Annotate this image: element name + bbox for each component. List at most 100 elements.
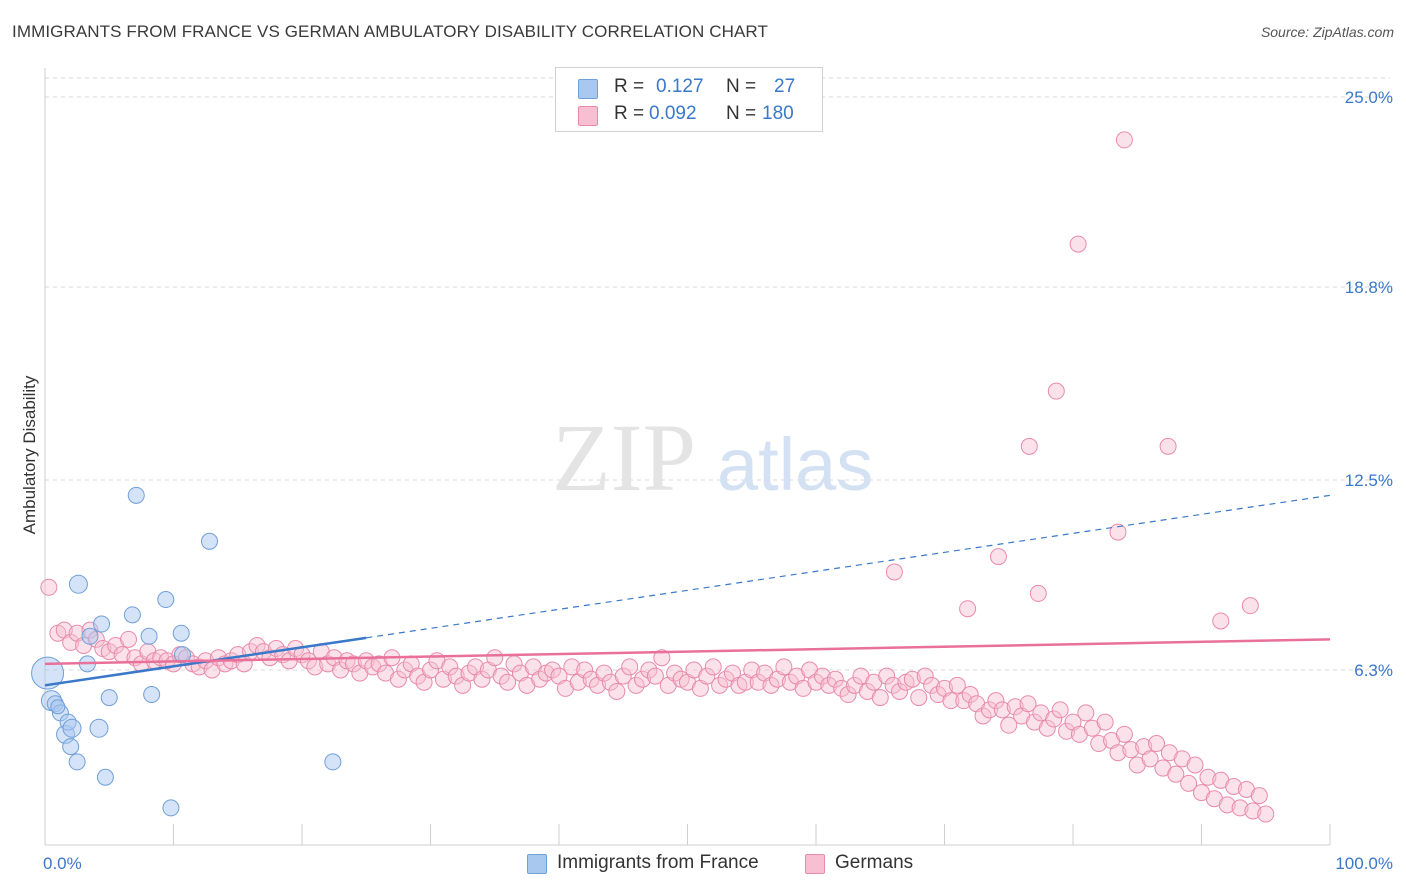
n-label: N = [726,76,757,97]
germans-point [1029,584,1047,602]
r-label: R = [614,76,645,97]
germans-point [447,667,465,685]
germans-point [486,649,504,667]
r-value: 0.127 [656,76,704,97]
germans-point [595,664,613,682]
germans-point [646,667,664,685]
germans-point [826,670,844,688]
immigrants-from-france-point [143,686,161,704]
germans-point [627,676,645,694]
r-value: 0.092 [649,103,697,124]
germans-point [1257,805,1275,823]
germans-point [903,670,921,688]
germans-point [833,679,851,697]
germans-point [813,667,831,685]
immigrants-from-france-point [172,624,190,642]
germans-point [389,670,407,688]
germans-point [1231,799,1249,817]
germans-point [1090,735,1108,753]
legend-swatch-germans [805,854,825,874]
immigrants-from-france-point [68,574,88,594]
germans-point [1109,744,1127,762]
germans-point [1115,725,1133,743]
grid-lines [45,77,1390,671]
germans-point [1180,774,1198,792]
germans-point [1109,523,1127,541]
germans-point [891,682,909,700]
germans-point [640,661,658,679]
germans-point [959,600,977,618]
germans-point [910,689,928,707]
germans-point [544,661,562,679]
germans-point [1045,710,1063,728]
germans-point [1069,235,1087,253]
germans-point [1141,750,1159,768]
germans-point [955,692,973,710]
germans-point [885,563,903,581]
germans-point [62,633,80,651]
germans-point [653,649,671,667]
germans-point [807,673,825,691]
legend-label-germans: Germans [835,852,914,873]
n-value: 27 [774,76,796,97]
germans-point [492,667,510,685]
germans-point [961,686,979,704]
legend-swatch-germans [578,106,598,126]
legend-label-france: Immigrants from France [557,852,759,873]
germans-point [1020,437,1038,455]
trend-lines [44,494,1331,687]
immigrants-from-france-point [68,753,86,771]
germans-point [1115,131,1133,149]
stats-legend: R = 0.127 N = 27 R = 0.092 N = 180 [555,67,823,132]
germans-point [1148,735,1166,753]
germans-point [634,670,652,688]
germans-point [576,661,594,679]
germans-point [762,676,780,694]
germans-point [916,667,934,685]
germans-point [1038,719,1056,737]
germans-trend [44,638,1331,666]
y-tick-label: 25.0% [1345,88,1393,107]
germans-point [1250,787,1268,805]
germans-point [1244,802,1262,820]
germans-point [422,661,439,679]
germans-point [993,701,1011,719]
y-tick-label: 6.3% [1354,661,1393,680]
germans-point [1241,597,1259,615]
germans-point [1047,382,1065,400]
germans-point [698,667,716,685]
germans-point [1225,777,1243,795]
germans-point [820,676,838,694]
germans-point [1167,765,1185,783]
germans-point [948,676,966,694]
germans-point [749,673,767,691]
legend-swatch-france [527,854,547,874]
immigrants-from-france-point [157,591,175,609]
germans-point [1218,796,1236,814]
germans-point [942,692,960,710]
germans-point [711,676,729,694]
germans-point [1006,698,1024,716]
germans-point [704,658,722,676]
source-label: Source: ZipAtlas.com [1260,24,1394,40]
y-axis-label: Ambulatory Disability [20,375,39,534]
chart-title: IMMIGRANTS FROM FRANCE VS GERMAN AMBULAT… [12,22,768,41]
germans-point [1058,722,1076,740]
france-trend-dashed [366,494,1331,639]
germans-point [1096,713,1114,731]
axes [44,68,1331,846]
germans-point [1199,768,1217,786]
germans-point [884,676,902,694]
y-tick-label: 12.5% [1345,471,1393,490]
germans-point [666,664,684,682]
immigrants-from-france-point [89,718,109,738]
immigrants-from-france-point [50,699,66,715]
germans-point [1019,695,1037,713]
immigrants-from-france-point [200,532,218,550]
immigrants-from-france-point [93,615,111,633]
immigrants-from-france-point [123,606,141,624]
germans-point [1186,756,1204,774]
germans-point [923,676,941,694]
germans-point [441,658,459,676]
immigrants-from-france-point [81,627,99,645]
